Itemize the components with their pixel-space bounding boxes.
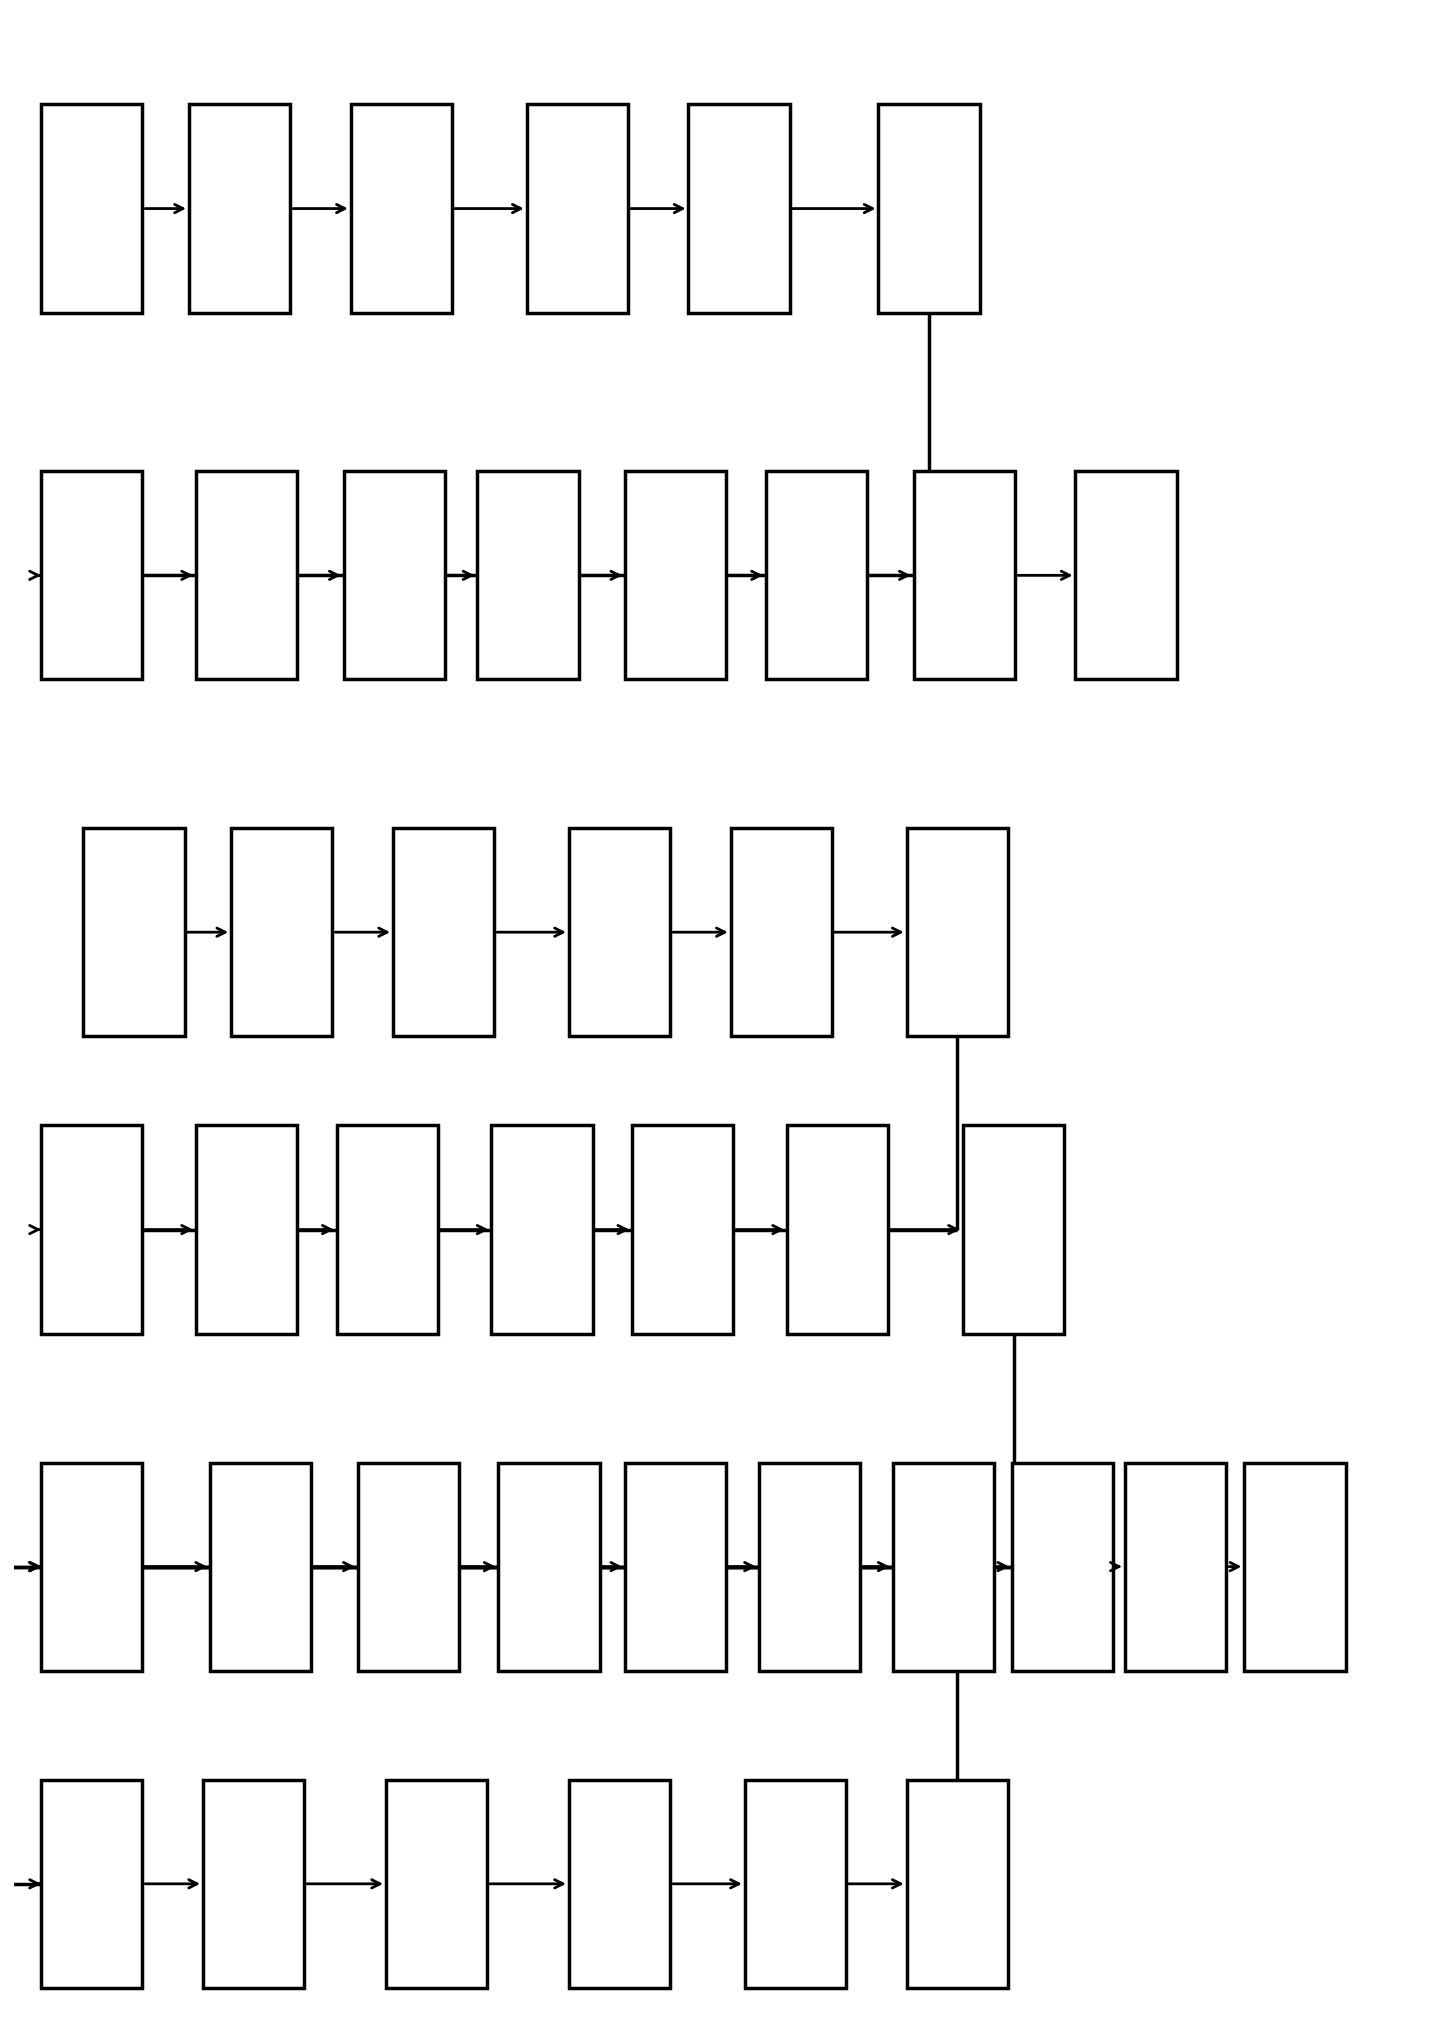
- Bar: [202, 1780, 304, 1989]
- Bar: [498, 1463, 600, 1671]
- Bar: [210, 1463, 312, 1671]
- Bar: [491, 1125, 593, 1333]
- Bar: [745, 1780, 846, 1989]
- Bar: [1245, 1463, 1346, 1671]
- Bar: [393, 827, 494, 1036]
- Bar: [195, 1125, 297, 1333]
- Bar: [632, 1125, 734, 1333]
- Bar: [42, 1780, 142, 1989]
- Bar: [569, 827, 671, 1036]
- Bar: [386, 1780, 487, 1989]
- Bar: [569, 1780, 671, 1989]
- Bar: [83, 827, 185, 1036]
- Bar: [906, 1780, 1008, 1989]
- Bar: [42, 471, 142, 680]
- Bar: [1124, 1463, 1226, 1671]
- Bar: [358, 1463, 460, 1671]
- Bar: [343, 471, 445, 680]
- Bar: [688, 105, 790, 314]
- Bar: [336, 1125, 438, 1333]
- Bar: [231, 827, 332, 1036]
- Bar: [195, 471, 297, 680]
- Bar: [787, 1125, 889, 1333]
- Bar: [913, 471, 1015, 680]
- Bar: [477, 471, 579, 680]
- Bar: [42, 105, 142, 314]
- Bar: [350, 105, 452, 314]
- Bar: [42, 1125, 142, 1333]
- Bar: [42, 1463, 142, 1671]
- Bar: [765, 471, 867, 680]
- Bar: [625, 1463, 727, 1671]
- Bar: [625, 471, 727, 680]
- Bar: [527, 105, 628, 314]
- Bar: [893, 1463, 994, 1671]
- Bar: [1012, 1463, 1113, 1671]
- Bar: [731, 827, 831, 1036]
- Bar: [758, 1463, 860, 1671]
- Bar: [879, 105, 979, 314]
- Bar: [906, 827, 1008, 1036]
- Bar: [190, 105, 290, 314]
- Bar: [964, 1125, 1064, 1333]
- Bar: [1076, 471, 1176, 680]
